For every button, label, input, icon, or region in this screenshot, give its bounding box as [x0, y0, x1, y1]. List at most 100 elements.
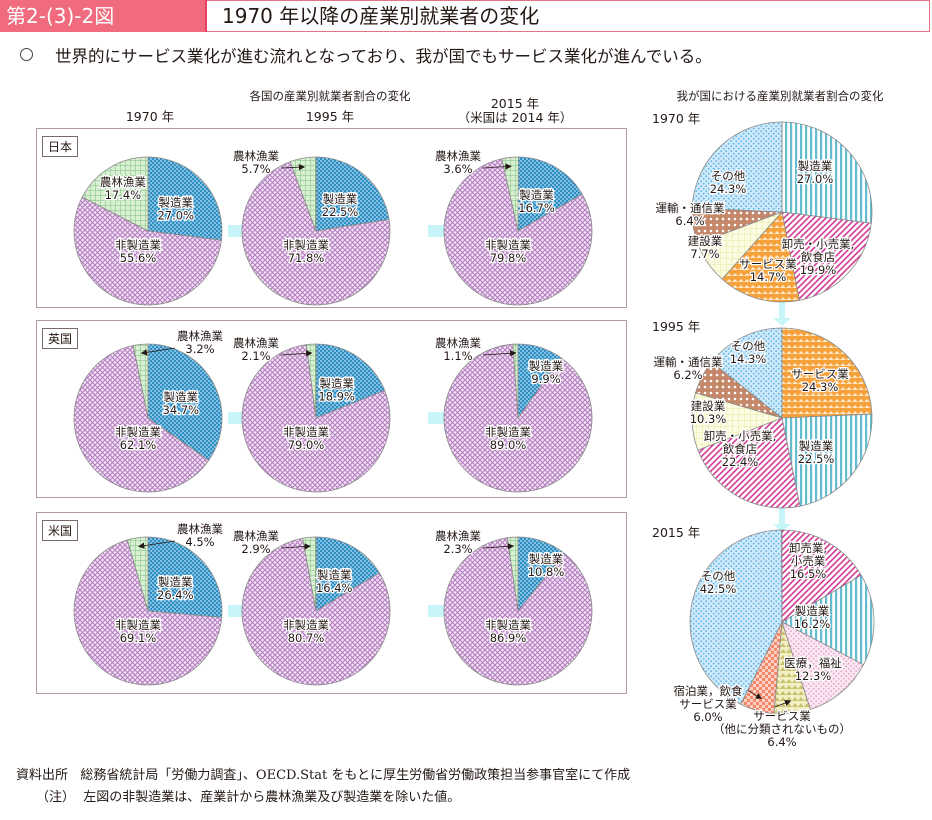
slice-label-manufacturing-line: 製造業	[319, 376, 354, 390]
country-label-us: 米国	[42, 520, 79, 541]
japan-slice-label-line: 6.4%	[767, 735, 796, 749]
slice-label-manufacturing: 製造業 10.8%	[528, 552, 565, 579]
slice-label-manufacturing: 製造業 27.0%	[157, 196, 194, 223]
slice-label-manufacturing-line: 製造業	[159, 196, 194, 210]
slice-non-manufacturing	[443, 537, 593, 686]
year-header-1995: 1995 年	[305, 109, 355, 124]
slice-agriculture	[506, 536, 519, 612]
slice-label-agriculture: 農林漁業 2.1%	[233, 336, 279, 363]
slice-label-non-manufacturing-line: 非製造業	[115, 238, 161, 252]
japan-slice-label-line: 6.0%	[693, 710, 722, 724]
japan-pie-2015 年	[689, 529, 875, 715]
slice-label-non-manufacturing-line: 55.6%	[120, 251, 157, 265]
japan-slice-label-line: 飲食店	[723, 442, 758, 456]
slice-manufacturing	[315, 343, 386, 419]
leader-arrow	[280, 543, 311, 550]
slice-label-manufacturing-line: 34.7%	[163, 403, 200, 417]
leader-arrow	[482, 350, 517, 357]
slice-label-non-manufacturing: 非製造業 62.1%	[115, 425, 161, 452]
slice-label-manufacturing-line: 27.0%	[157, 209, 194, 223]
japan-slice-label-line: サービス業	[679, 697, 737, 711]
slice-agriculture	[81, 156, 149, 232]
japan-slice-label-line: 医療，福祉	[784, 656, 842, 670]
japan-slice-label: サービス業 14.7%	[739, 257, 797, 284]
japan-slice-label-line: サービス業	[791, 367, 849, 381]
slice-label-non-manufacturing-line: 非製造業	[485, 425, 531, 439]
japan-slice-label-line: 14.3%	[730, 352, 767, 366]
japan-slice-label-line: その他	[701, 569, 736, 583]
charts-canvas: 製造業 27.0%非製造業 55.6%農林漁業 17.4% 製造業 22.5%非製造業 71…	[73, 121, 875, 750]
japan-slice-label-line: 宿泊業，飲食	[674, 684, 743, 698]
slice-label-manufacturing-line: 製造業	[158, 575, 193, 589]
lead-sentence: 世界的にサービス業化が進む流れとなっており、我が国でもサービス業化が進んでいる。	[20, 43, 712, 67]
slice-label-non-manufacturing-line: 非製造業	[485, 618, 531, 632]
slice-non-manufacturing	[73, 196, 222, 306]
slice-label-agriculture: 農林漁業 2.3%	[435, 529, 481, 556]
slice-orange	[781, 327, 873, 419]
slice-label-agriculture-line: 3.2%	[185, 342, 214, 356]
slice-manufacturing	[147, 536, 223, 618]
slice-label-agriculture-line: 2.3%	[443, 542, 472, 556]
japan-year-1995: 1995 年	[652, 319, 701, 334]
transition-arrow-down	[773, 302, 791, 326]
slice-label-manufacturing-line: 9.9%	[531, 372, 560, 386]
japan-slice-label-line: 42.5%	[700, 582, 737, 596]
slice-label-non-manufacturing-line: 89.0%	[490, 438, 527, 452]
country-label-japan: 日本	[42, 136, 79, 157]
figure-title: 1970 年以降の産業別就業者の変化	[222, 4, 540, 28]
japan-slice-label: 製造業 22.5%	[798, 439, 835, 466]
japan-slice-label-line: 建設業	[691, 399, 726, 413]
japan-slice-label-line: 10.3%	[690, 412, 727, 426]
japan-slice-label-line: 卸売・小売業,	[704, 429, 777, 443]
slice-label-non-manufacturing-line: 80.7%	[288, 631, 325, 645]
slice-label-manufacturing-line: 製造業	[323, 192, 358, 206]
japan-slice-label: 運輸・通信業 6.4%	[656, 201, 725, 228]
slice-label-agriculture-line: 1.1%	[443, 349, 472, 363]
japan-slice-label-line: 建設業	[688, 234, 723, 248]
japan-slice-label: 卸売・小売業,飲食店 22.4%	[704, 429, 777, 469]
japan-slice-label-line: 製造業	[798, 159, 833, 173]
slice-label-agriculture-line: 2.9%	[241, 542, 270, 556]
slice-label-manufacturing: 製造業 22.5%	[322, 192, 359, 219]
slice-agriculture	[501, 156, 519, 232]
japan-slice-label: サービス業 24.3%	[791, 367, 849, 394]
slice-label-manufacturing-line: 26.4%	[157, 588, 194, 602]
slice-non-manufacturing	[443, 343, 593, 493]
japan-slice-label-line: 16.5%	[790, 567, 827, 581]
slice-label-manufacturing-line: 18.9%	[318, 389, 355, 403]
japan-slice-label: サービス業（他に分類されないもの） 6.4%	[713, 709, 851, 749]
year-header-2015: 2015 年	[490, 96, 540, 111]
japan-slice-label-line: 14.7%	[750, 270, 787, 284]
slice-label-agriculture-line: 農林漁業	[177, 329, 223, 343]
note-label: （注）	[36, 790, 76, 805]
slice-agriculture	[512, 343, 519, 419]
lead-text: 世界的にサービス業化が進む流れとなっており、我が国でもサービス業化が進んでいる。	[55, 47, 712, 66]
slice-label-manufacturing: 製造業 16.4%	[316, 568, 353, 595]
slice-label-non-manufacturing-line: 79.0%	[288, 438, 325, 452]
pie-3	[73, 343, 223, 493]
slice-non-manufacturing	[241, 344, 391, 493]
countries-section-title: 各国の産業別就業者割合の変化	[249, 89, 411, 103]
slice-label-agriculture-line: 農林漁業	[233, 336, 279, 350]
slice-label-manufacturing-line: 製造業	[529, 552, 564, 566]
note-text: 左図の非製造業は、産業計から農林漁業及び製造業を除いた値。	[83, 790, 461, 805]
slice-label-agriculture-line: 3.6%	[443, 162, 472, 176]
slice-label-agriculture-line: 農林漁業	[100, 175, 146, 189]
slice-label-agriculture-line: 農林漁業	[435, 149, 481, 163]
japan-slice-label-line: （他に分類されないもの）	[713, 722, 851, 736]
japan-slice-label-line: 19.9%	[800, 263, 837, 277]
slice-label-manufacturing-line: 製造業	[529, 359, 564, 373]
slice-non-manufacturing	[241, 161, 391, 306]
pie-1	[241, 156, 391, 306]
slice-manufacturing	[147, 343, 223, 461]
japan-slice-label: 建設業 7.7%	[688, 234, 723, 261]
slice-label-manufacturing-line: 製造業	[519, 188, 554, 202]
japan-slice-label-line: 卸売・小売業,	[782, 237, 855, 251]
slice-label-agriculture: 農林漁業 3.2%	[177, 329, 223, 356]
slice-label-non-manufacturing-line: 71.8%	[288, 251, 325, 265]
slice-dots	[689, 529, 783, 705]
japan-slice-label-line: 16.2%	[794, 617, 831, 631]
slice-label-agriculture: 農林漁業 4.5%	[177, 522, 223, 549]
slice-manufacturing	[517, 156, 583, 232]
slice-label-manufacturing-line: 16.4%	[316, 581, 353, 595]
